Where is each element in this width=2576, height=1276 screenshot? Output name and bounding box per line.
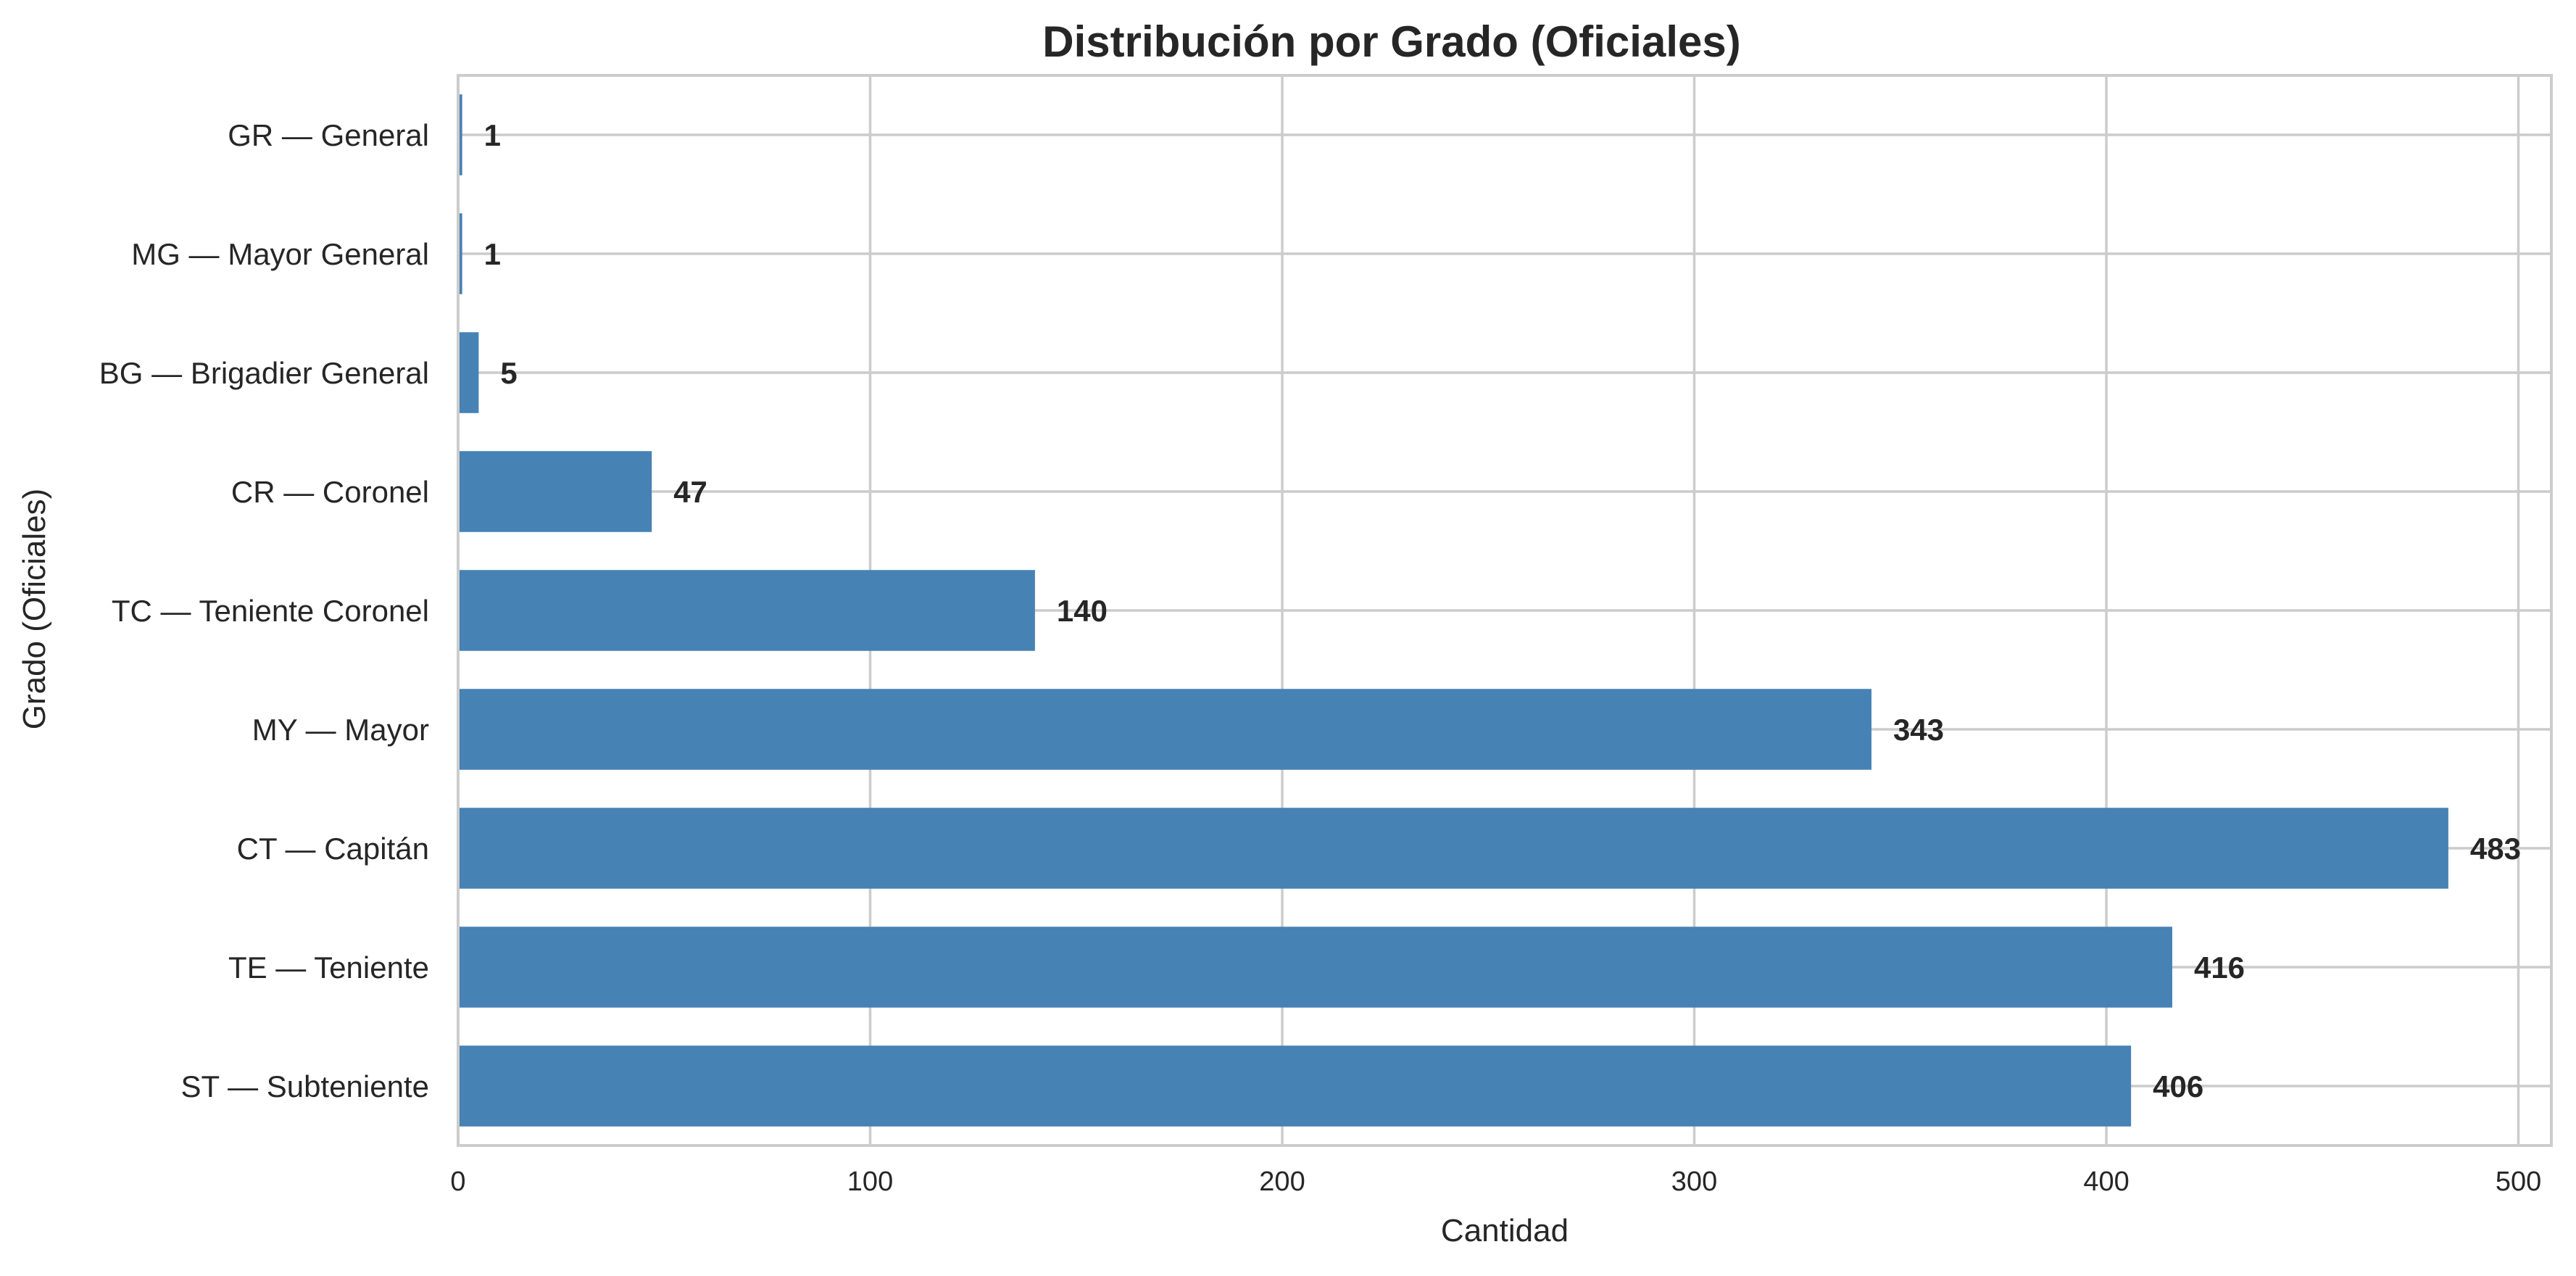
bar <box>458 570 1035 651</box>
bar <box>458 808 2448 889</box>
x-tick-label: 500 <box>2496 1167 2541 1197</box>
x-tick-label: 400 <box>2083 1167 2129 1197</box>
bar-value-label: 5 <box>500 356 517 390</box>
bar-value-label: 416 <box>2194 950 2245 985</box>
x-tick-label: 200 <box>1259 1167 1305 1197</box>
bar <box>458 1045 2132 1127</box>
bar-value-label: 140 <box>1057 594 1108 628</box>
y-tick-label: CR — Coronel <box>231 475 429 509</box>
bar <box>458 94 462 175</box>
bar-value-label: 47 <box>673 475 707 509</box>
chart-title: Distribución por Grado (Oficiales) <box>1042 17 1740 66</box>
bar <box>458 689 1871 770</box>
x-tick-label: 100 <box>847 1167 893 1197</box>
y-axis-label: Grado (Oficiales) <box>17 489 52 730</box>
plot-frame <box>457 74 2553 1147</box>
y-tick-label: MG — Mayor General <box>131 237 429 271</box>
label-layer: 1 1 5 47 140 343 483 416 406 <box>484 118 2521 1103</box>
tick-layer: 0 100 200 300 400 500 GR — General MG — Mayor G… <box>99 118 2541 1197</box>
bar-value-label: 406 <box>2153 1069 2203 1103</box>
y-tick-label: CT — Capitán <box>237 832 429 866</box>
y-tick-label: TE — Teniente <box>228 950 429 985</box>
bar-value-label: 1 <box>484 118 501 152</box>
y-tick-label: MY — Mayor <box>252 713 429 747</box>
y-tick-label: BG — Brigadier General <box>99 356 429 390</box>
y-tick-label: ST — Subteniente <box>181 1069 429 1103</box>
bar <box>458 927 2172 1008</box>
x-axis-label: Cantidad <box>1441 1213 1569 1248</box>
bar-value-label: 343 <box>1893 713 1944 747</box>
bar <box>458 213 462 294</box>
bar-value-label: 1 <box>484 237 501 271</box>
bar-value-label: 483 <box>2470 832 2521 866</box>
y-tick-label: TC — Teniente Coronel <box>112 594 429 628</box>
bar <box>458 332 479 413</box>
x-tick-label: 300 <box>1671 1167 1717 1197</box>
bar <box>458 451 652 532</box>
y-tick-label: GR — General <box>228 118 429 152</box>
bar-layer <box>458 94 2448 1127</box>
x-tick-label: 0 <box>450 1167 465 1197</box>
